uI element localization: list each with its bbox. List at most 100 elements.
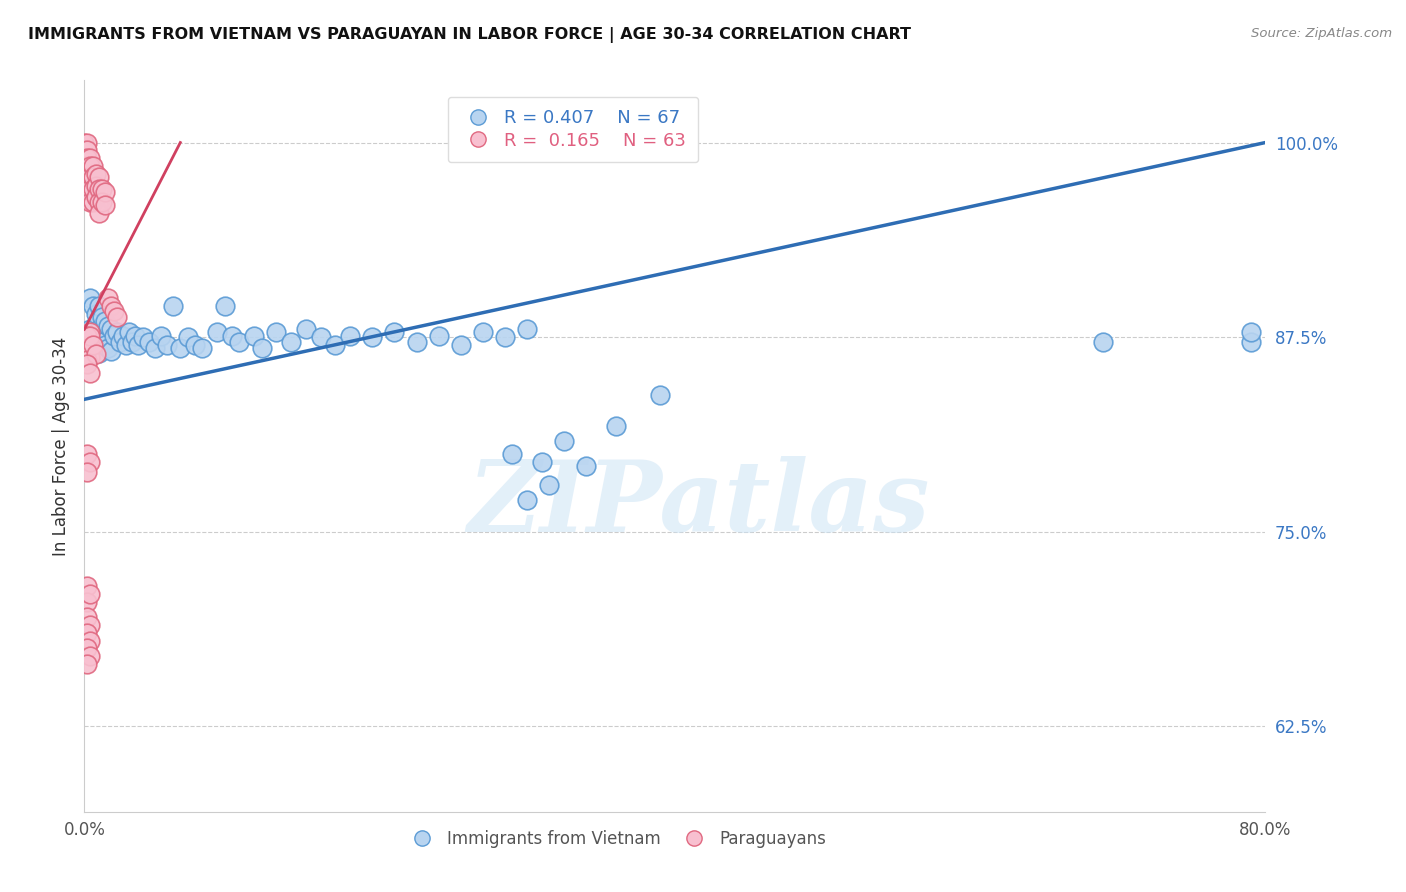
Point — [82, 159, 104, 173]
Point — [94, 186, 117, 200]
Text: ZIPatlas: ZIPatlas — [467, 457, 929, 553]
Point — [73, 144, 96, 158]
Point — [97, 341, 120, 355]
Point — [105, 326, 128, 340]
Point — [79, 322, 101, 336]
Text: Source: ZipAtlas.com: Source: ZipAtlas.com — [1251, 27, 1392, 40]
Point — [553, 434, 575, 449]
Point — [76, 159, 98, 173]
Point — [73, 190, 96, 204]
Point — [103, 328, 125, 343]
Point — [103, 303, 125, 318]
Point — [124, 328, 146, 343]
Point — [250, 341, 273, 355]
Point — [84, 179, 107, 194]
Point — [76, 579, 98, 593]
Point — [82, 299, 104, 313]
Point — [184, 338, 207, 352]
Point — [221, 328, 243, 343]
Point — [84, 338, 107, 352]
Point — [82, 182, 104, 196]
Point — [516, 322, 538, 336]
Point — [1284, 136, 1306, 150]
Point — [87, 182, 111, 196]
Text: IMMIGRANTS FROM VIETNAM VS PARAGUAYAN IN LABOR FORCE | AGE 30-34 CORRELATION CHA: IMMIGRANTS FROM VIETNAM VS PARAGUAYAN IN… — [28, 27, 911, 43]
Point — [156, 338, 179, 352]
Point — [339, 328, 361, 343]
Point — [79, 618, 101, 632]
Point — [79, 326, 101, 340]
Point — [73, 151, 96, 165]
Point — [87, 194, 111, 209]
Point — [76, 328, 98, 343]
Y-axis label: In Labor Force | Age 30-34: In Labor Force | Age 30-34 — [52, 336, 70, 556]
Point — [87, 205, 111, 219]
Point — [650, 387, 672, 401]
Point — [280, 334, 302, 349]
Point — [79, 169, 101, 184]
Point — [132, 330, 155, 344]
Point — [87, 299, 111, 313]
Point — [76, 357, 98, 371]
Point — [118, 326, 141, 340]
Point — [538, 478, 561, 492]
Point — [94, 314, 117, 328]
Point — [87, 345, 111, 359]
Point — [79, 291, 101, 305]
Point — [76, 353, 98, 368]
Point — [191, 341, 214, 355]
Point — [177, 330, 200, 344]
Point — [84, 347, 107, 361]
Point — [76, 594, 98, 608]
Point — [450, 338, 472, 352]
Point — [87, 169, 111, 184]
Legend: Immigrants from Vietnam, Paraguayans: Immigrants from Vietnam, Paraguayans — [399, 823, 832, 855]
Point — [382, 326, 406, 340]
Point — [76, 174, 98, 188]
Point — [427, 328, 450, 343]
Point — [76, 447, 98, 461]
Point — [243, 328, 266, 343]
Point — [79, 338, 101, 352]
Point — [94, 338, 117, 352]
Point — [84, 190, 107, 204]
Point — [169, 341, 191, 355]
Point — [76, 151, 98, 165]
Point — [325, 338, 347, 352]
Point — [76, 466, 98, 480]
Point — [79, 328, 101, 343]
Point — [87, 322, 111, 336]
Point — [516, 493, 538, 508]
Point — [228, 334, 250, 349]
Point — [121, 334, 143, 349]
Point — [105, 310, 128, 324]
Point — [79, 159, 101, 173]
Point — [76, 190, 98, 204]
Point — [76, 625, 98, 640]
Point — [76, 136, 98, 150]
Point — [73, 182, 96, 196]
Point — [91, 334, 114, 349]
Point — [531, 454, 554, 468]
Point — [266, 326, 288, 340]
Point — [100, 322, 122, 336]
Point — [79, 649, 101, 664]
Point — [76, 610, 98, 624]
Point — [1240, 334, 1263, 349]
Point — [214, 299, 236, 313]
Point — [114, 338, 136, 352]
Point — [73, 136, 96, 150]
Point — [79, 454, 101, 468]
Point — [111, 328, 134, 343]
Point — [1092, 334, 1115, 349]
Point — [405, 334, 427, 349]
Point — [127, 338, 149, 352]
Point — [100, 299, 122, 313]
Point — [76, 341, 98, 355]
Point — [82, 169, 104, 184]
Point — [91, 310, 114, 324]
Point — [79, 151, 101, 165]
Point — [76, 657, 98, 671]
Point — [472, 326, 495, 340]
Point — [605, 418, 627, 433]
